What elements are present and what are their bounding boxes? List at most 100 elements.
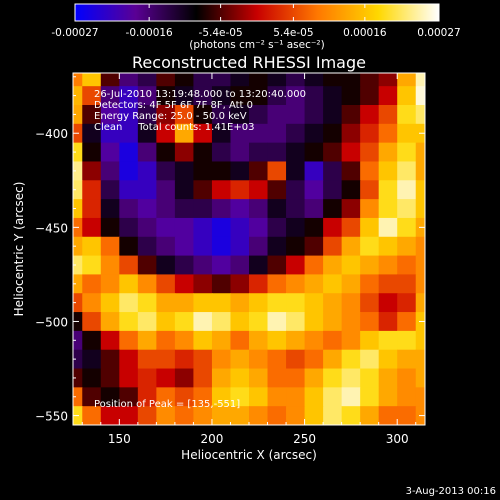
heatmap-cell bbox=[100, 274, 120, 294]
heatmap-cell bbox=[100, 142, 120, 163]
heatmap-cell bbox=[156, 73, 176, 87]
heatmap-cell bbox=[174, 330, 195, 351]
heatmap-cell bbox=[341, 217, 361, 238]
heatmap-cell bbox=[341, 274, 361, 294]
heatmap-cell bbox=[323, 180, 343, 200]
y-tick-label: −500 bbox=[35, 315, 68, 329]
heatmap-cell bbox=[119, 199, 139, 219]
heatmap-cell bbox=[100, 349, 120, 370]
heatmap-cell bbox=[193, 180, 213, 200]
heatmap-cell bbox=[156, 86, 176, 106]
heatmap-cell bbox=[415, 161, 425, 181]
heatmap-cell bbox=[397, 161, 417, 181]
heatmap-cell bbox=[249, 330, 269, 351]
heatmap-cell bbox=[378, 236, 398, 257]
heatmap-cell bbox=[193, 161, 213, 181]
heatmap-cell bbox=[415, 387, 425, 407]
heatmap-cell bbox=[378, 105, 398, 125]
heatmap-cell bbox=[174, 142, 195, 163]
heatmap-cell bbox=[137, 330, 157, 351]
heatmap-cell bbox=[378, 161, 398, 181]
heatmap-cell bbox=[415, 180, 425, 200]
heatmap-cell bbox=[286, 73, 306, 87]
heatmap-cell bbox=[193, 123, 213, 144]
heatmap-cell bbox=[249, 312, 269, 332]
heatmap-cell bbox=[119, 293, 139, 313]
heatmap-cell bbox=[73, 274, 83, 294]
heatmap-cell bbox=[378, 387, 398, 407]
heatmap-cell bbox=[174, 368, 195, 388]
heatmap-cell bbox=[323, 387, 343, 407]
heatmap-cell bbox=[341, 161, 361, 181]
heatmap-cell bbox=[73, 180, 83, 200]
heatmap-cell bbox=[119, 73, 139, 87]
heatmap-cell bbox=[193, 349, 213, 370]
heatmap-cell bbox=[304, 73, 324, 87]
heatmap-cell bbox=[211, 161, 232, 181]
heatmap-cell bbox=[286, 180, 306, 200]
heatmap-cell bbox=[286, 142, 306, 163]
heatmap-cell bbox=[249, 406, 269, 425]
heatmap-cell bbox=[211, 73, 232, 87]
heatmap-cell bbox=[397, 180, 417, 200]
heatmap-cell bbox=[304, 236, 324, 257]
heatmap-cell bbox=[230, 293, 250, 313]
heatmap-cell bbox=[137, 236, 157, 257]
heatmap-cell bbox=[397, 255, 417, 276]
heatmap-cell bbox=[378, 217, 398, 238]
heatmap-cell bbox=[82, 406, 102, 425]
heatmap-cell bbox=[249, 161, 269, 181]
heatmap-cell bbox=[174, 105, 195, 125]
heatmap-cell bbox=[73, 387, 83, 407]
heatmap-cell bbox=[230, 387, 250, 407]
heatmap-cell bbox=[267, 349, 287, 370]
info-text-block: 26-Jul-2010 13:19:48.000 to 13:20:40.000… bbox=[94, 89, 306, 133]
heatmap-cell bbox=[304, 161, 324, 181]
info-line-time: 26-Jul-2010 13:19:48.000 to 13:20:40.000 bbox=[94, 89, 306, 100]
heatmap-cell bbox=[73, 73, 83, 87]
heatmap-cell bbox=[267, 330, 287, 351]
heatmap-cell bbox=[323, 105, 343, 125]
heatmap-cell bbox=[137, 180, 157, 200]
heatmap-cell bbox=[211, 293, 232, 313]
heatmap-cell bbox=[267, 161, 287, 181]
heatmap-cell bbox=[119, 368, 139, 388]
colorbar-tick-label: -0.00027 bbox=[51, 27, 98, 39]
heatmap-cell bbox=[156, 387, 176, 407]
heatmap-cell bbox=[73, 236, 83, 257]
heatmap-cell bbox=[360, 86, 380, 106]
heatmap-cell bbox=[286, 161, 306, 181]
heatmap-cell bbox=[211, 387, 232, 407]
heatmap-cell bbox=[100, 73, 120, 87]
heatmap-cell bbox=[174, 274, 195, 294]
heatmap-cell bbox=[397, 368, 417, 388]
heatmap-cell bbox=[415, 349, 425, 370]
heatmap-cell bbox=[286, 387, 306, 407]
heatmap-cell bbox=[156, 349, 176, 370]
heatmap-cell bbox=[378, 255, 398, 276]
heatmap-cell bbox=[323, 73, 343, 87]
heatmap-cell bbox=[304, 312, 324, 332]
heatmap-cell bbox=[286, 293, 306, 313]
heatmap-cell bbox=[193, 142, 213, 163]
heatmap-cell bbox=[267, 236, 287, 257]
heatmap-cell bbox=[82, 349, 102, 370]
heatmap-cell bbox=[378, 180, 398, 200]
heatmap-cell bbox=[230, 86, 250, 106]
heatmap-cell bbox=[174, 406, 195, 425]
heatmap-cell bbox=[249, 349, 269, 370]
heatmap-cell bbox=[323, 368, 343, 388]
heatmap-cell bbox=[323, 123, 343, 144]
heatmap-cell bbox=[119, 217, 139, 238]
heatmap-cell bbox=[82, 255, 102, 276]
heatmap-cell bbox=[378, 142, 398, 163]
peak-position-note: Position of Peak = [135,-551] bbox=[94, 399, 240, 410]
heatmap-cell bbox=[156, 123, 176, 144]
heatmap-cell bbox=[286, 199, 306, 219]
heatmap-cell bbox=[230, 180, 250, 200]
heatmap-cell bbox=[249, 274, 269, 294]
heatmap-cell bbox=[323, 199, 343, 219]
heatmap-cell bbox=[174, 123, 195, 144]
heatmap-cell bbox=[119, 180, 139, 200]
heatmap-cell bbox=[193, 255, 213, 276]
